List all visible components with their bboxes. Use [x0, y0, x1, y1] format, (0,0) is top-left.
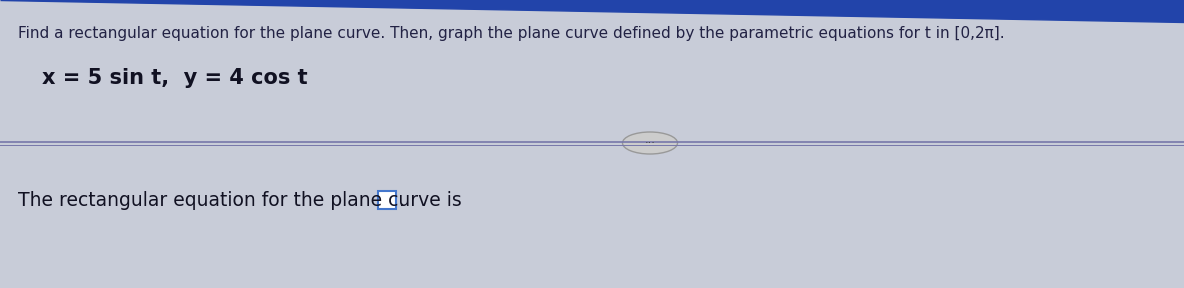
- Text: The rectangular equation for the plane curve is: The rectangular equation for the plane c…: [18, 190, 468, 209]
- Ellipse shape: [623, 132, 677, 154]
- Text: ···: ···: [644, 138, 656, 148]
- Text: x = 5 sin t,  y = 4 cos t: x = 5 sin t, y = 4 cos t: [41, 68, 308, 88]
- Text: Find a rectangular equation for the plane curve. Then, graph the plane curve def: Find a rectangular equation for the plan…: [18, 26, 1005, 41]
- Text: .: .: [399, 190, 405, 209]
- Polygon shape: [0, 0, 1184, 22]
- FancyBboxPatch shape: [378, 191, 395, 209]
